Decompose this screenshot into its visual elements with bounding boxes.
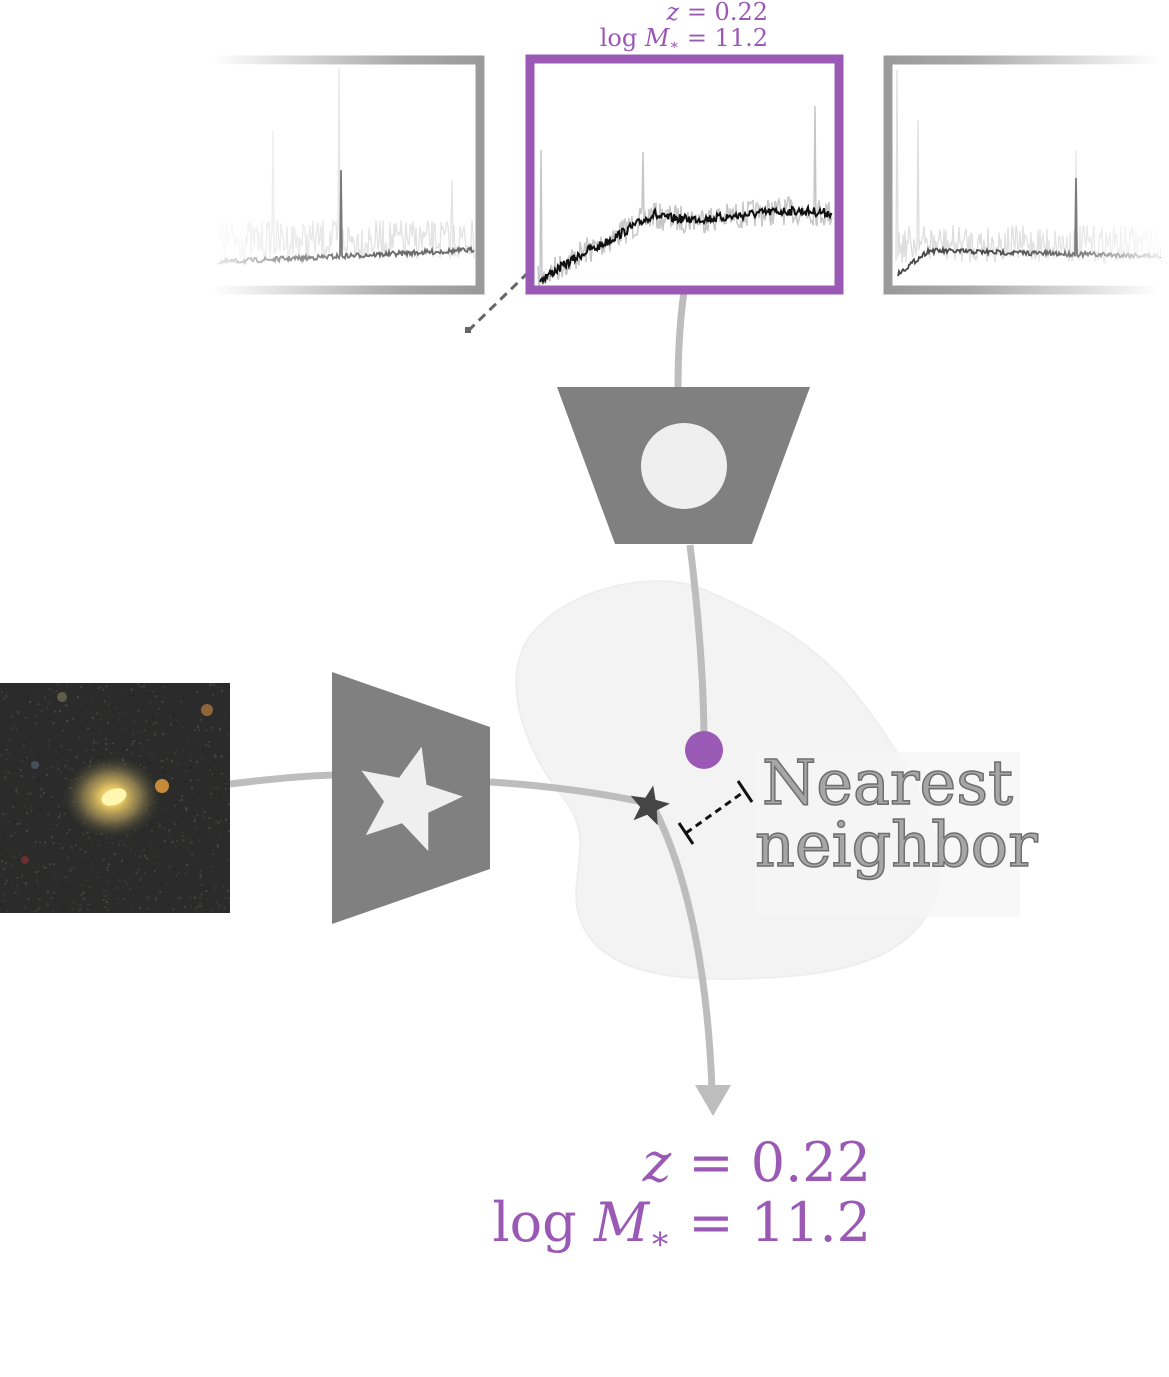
nearest-neighbor-distance <box>677 780 754 845</box>
nearest-neighbor-line2: neighbor <box>754 808 1038 881</box>
image-to-encoder-connector <box>229 771 334 788</box>
image-embedding-star-icon <box>630 785 670 826</box>
output-mass-label: log M∗ = 11.2 <box>492 1191 871 1258</box>
spectrum-panel-selected <box>525 54 844 295</box>
image-encoder <box>332 672 490 924</box>
circle-icon <box>641 423 727 509</box>
spectrum-embedding-point <box>685 731 723 769</box>
nearest-neighbor-label: Nearest neighbor <box>754 746 1038 881</box>
nearest-neighbor-line1: Nearest <box>761 746 1013 819</box>
spectrum-to-encoder-connector <box>674 291 688 389</box>
spectrum-encoder <box>557 387 810 544</box>
output-redshift-label: z = 0.22 <box>642 1131 871 1194</box>
encoder-to-embedding-connector <box>686 544 708 746</box>
embedding-to-output-connector <box>651 808 716 1091</box>
star-icon <box>361 746 463 852</box>
galaxy-image <box>0 683 230 913</box>
spectrum-panel-left <box>212 55 485 295</box>
top-redshift-label: z = 0.22 <box>666 0 768 26</box>
top-mass-label: log M∗ = 11.2 <box>599 24 768 54</box>
image-encoder-to-embedding-connector <box>489 778 649 807</box>
nearest-neighbor-box <box>755 752 1020 917</box>
output-arrowhead <box>695 1085 731 1116</box>
spectrum-panel-right <box>883 55 1161 295</box>
spectrum-selected-trace <box>537 105 833 292</box>
